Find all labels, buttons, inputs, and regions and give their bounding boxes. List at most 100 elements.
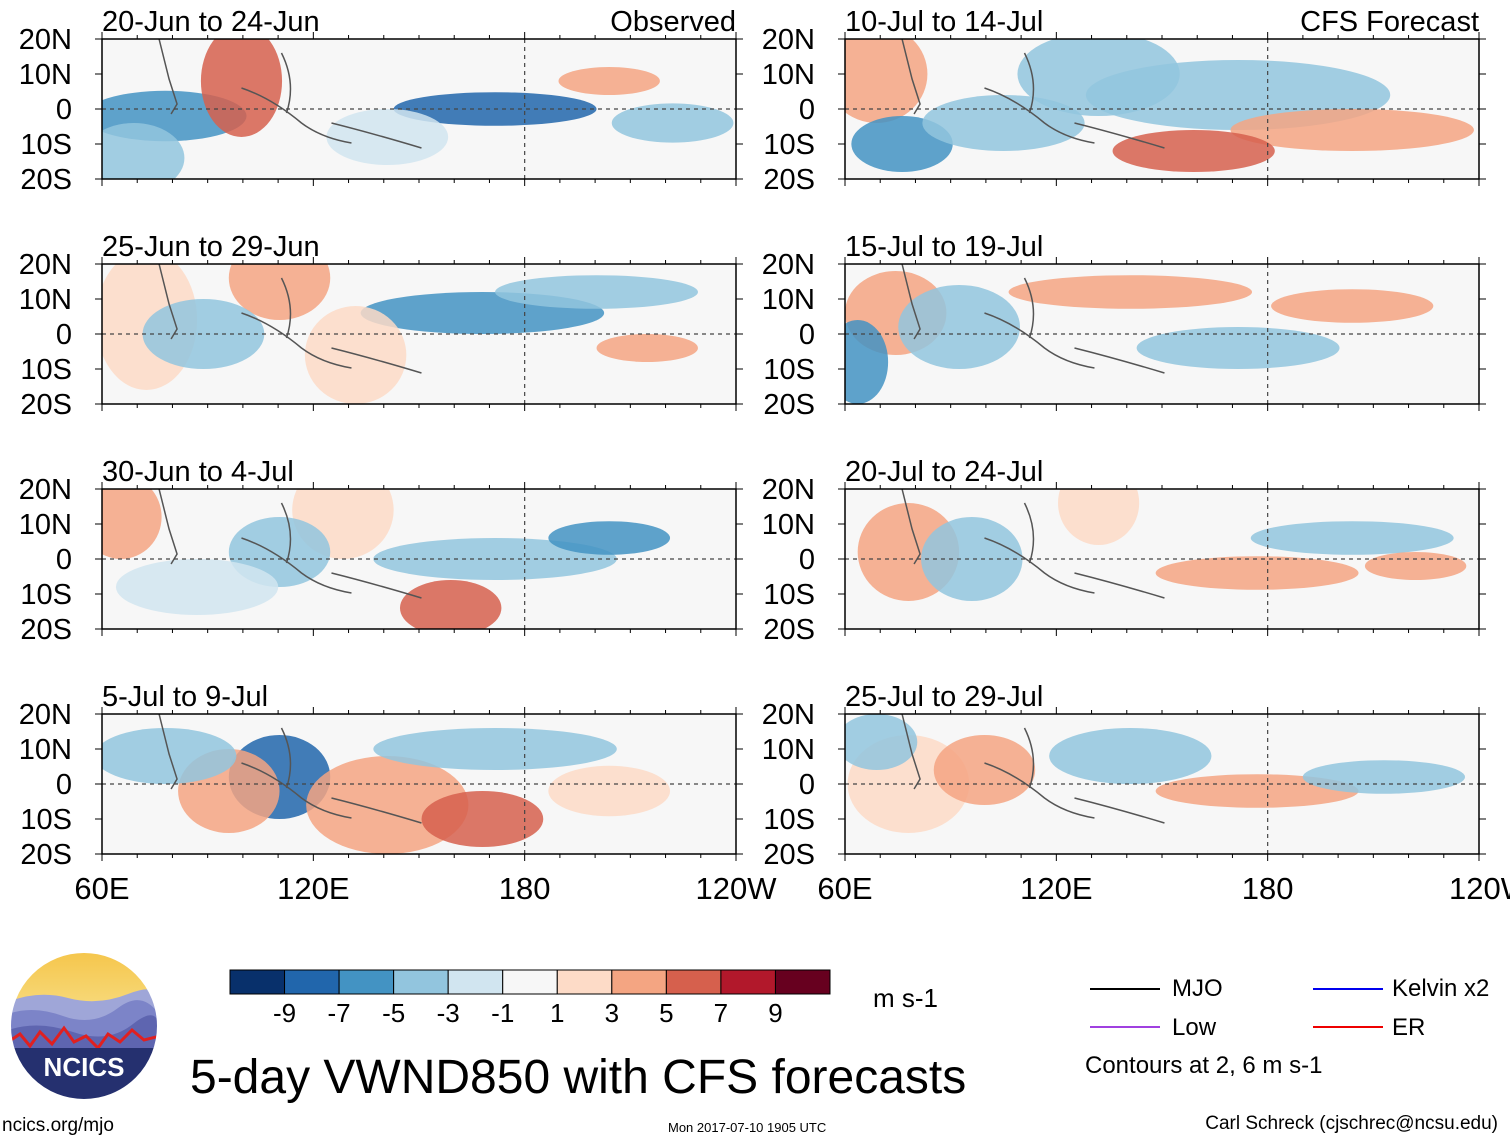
footer-url: ncics.org/mjo: [2, 1115, 114, 1136]
lon-label: 180: [1242, 871, 1294, 906]
ncics-logo: NCICS: [9, 951, 159, 1101]
panel-title: 10-Jul to 14-Jul: [845, 6, 1043, 38]
coastline: [158, 39, 422, 149]
chart-title: 5-day VWND850 with CFS forecasts: [190, 1051, 967, 1104]
lat-label: 0: [56, 94, 72, 126]
anomaly-shade: [1112, 130, 1275, 172]
coastline: [901, 39, 1165, 149]
coastline: [158, 714, 422, 824]
colorbar-swatch: [720, 969, 776, 995]
column-header: Observed: [610, 6, 736, 38]
lat-label: 20N: [762, 699, 815, 731]
panel-field: [102, 489, 736, 629]
lat-label: 20S: [763, 839, 815, 871]
coastline: [901, 489, 1165, 599]
anomaly-shade: [102, 489, 162, 559]
lat-label: 20N: [19, 474, 72, 506]
lat-label: 0: [799, 94, 815, 126]
logo-text: NCICS: [44, 1052, 125, 1082]
panel-title: 30-Jun to 4-Jul: [102, 456, 294, 488]
panel-title: 5-Jul to 9-Jul: [102, 681, 268, 713]
colorbar: -9 -7 -5 -3 -1 1 3 5 7 9: [229, 969, 831, 1028]
lat-label: 20N: [762, 474, 815, 506]
colorbar-tick-label: 5: [659, 998, 673, 1028]
panel-title: 25-Jun to 29-Jun: [102, 231, 320, 263]
colorbar-swatch: [393, 969, 449, 995]
lat-label: 10N: [762, 509, 815, 541]
colorbar-tick-label: -3: [437, 998, 460, 1028]
lat-label: 20S: [20, 164, 72, 196]
anomaly-shade: [1271, 289, 1434, 323]
lon-label: 120W: [696, 871, 778, 906]
anomaly-shade: [1058, 489, 1140, 545]
lat-label: 10N: [19, 284, 72, 316]
lon-label: 120E: [277, 871, 349, 906]
anomaly-shade: [548, 521, 671, 555]
lon-label: 60E: [817, 871, 872, 906]
colorbar-swatch: [611, 969, 667, 995]
panel-title: 20-Jul to 24-Jul: [845, 456, 1043, 488]
colorbar-tick-label: 1: [550, 998, 564, 1028]
legend-label-kelvin: Kelvin x2: [1392, 975, 1490, 1002]
anomaly-shade: [1250, 521, 1454, 555]
anomaly-shade: [1008, 275, 1253, 309]
anomaly-shade: [1230, 109, 1474, 151]
anomaly-shade: [845, 714, 918, 770]
lat-label: 0: [56, 319, 72, 351]
anomaly-shade: [1302, 760, 1466, 794]
lat-label: 20S: [763, 614, 815, 646]
anomaly-shade: [898, 285, 1020, 369]
anomaly-shade: [495, 275, 698, 309]
colorbar-tick-label: 3: [605, 998, 619, 1028]
colorbar-swatch: [447, 969, 504, 995]
lat-label: 10N: [19, 509, 72, 541]
lat-label: 10N: [19, 59, 72, 91]
lat-label: 20N: [762, 24, 815, 56]
panel-field: [845, 264, 1479, 404]
lat-label: 20N: [19, 249, 72, 281]
coastline: [158, 264, 422, 374]
colorbar-tick-label: -7: [328, 998, 351, 1028]
colorbar-tick-label: 9: [768, 998, 782, 1028]
anomaly-shade: [933, 735, 1036, 805]
lat-label: 20S: [20, 839, 72, 871]
lat-label: 10S: [20, 354, 72, 386]
colorbar-tick-label: -1: [491, 998, 514, 1028]
anomaly-shade: [558, 67, 660, 95]
legend-label-low: Low: [1172, 1014, 1217, 1041]
anomaly-shade: [548, 765, 671, 817]
lat-label: 10N: [762, 59, 815, 91]
lat-label: 10N: [762, 284, 815, 316]
anomaly-shade: [1364, 552, 1467, 580]
footer-timestamp: Mon 2017-07-10 1905 UTC: [668, 1120, 827, 1135]
anomaly-shade: [1049, 728, 1212, 784]
anomaly-shade: [611, 103, 734, 143]
lon-label: 60E: [74, 871, 129, 906]
anomaly-shade: [399, 580, 502, 629]
anomaly-shade: [1155, 556, 1359, 590]
lat-label: 0: [799, 319, 815, 351]
lon-label: 120W: [1449, 871, 1510, 906]
anomaly-shade: [596, 334, 698, 362]
lat-label: 0: [799, 544, 815, 576]
panel-title: 20-Jun to 24-Jun: [102, 6, 320, 38]
colorbar-swatch: [502, 969, 558, 995]
contours-note: Contours at 2, 6 m s-1: [1085, 1052, 1323, 1079]
anomaly-shade: [102, 123, 185, 179]
lat-label: 0: [799, 769, 815, 801]
lat-label: 20N: [762, 249, 815, 281]
lat-label: 10S: [20, 129, 72, 161]
lat-label: 10N: [762, 734, 815, 766]
lat-label: 10S: [763, 804, 815, 836]
lat-label: 20S: [763, 164, 815, 196]
lat-label: 0: [56, 544, 72, 576]
colorbar-swatch: [284, 969, 340, 995]
colorbar-tick-label: -9: [273, 998, 296, 1028]
